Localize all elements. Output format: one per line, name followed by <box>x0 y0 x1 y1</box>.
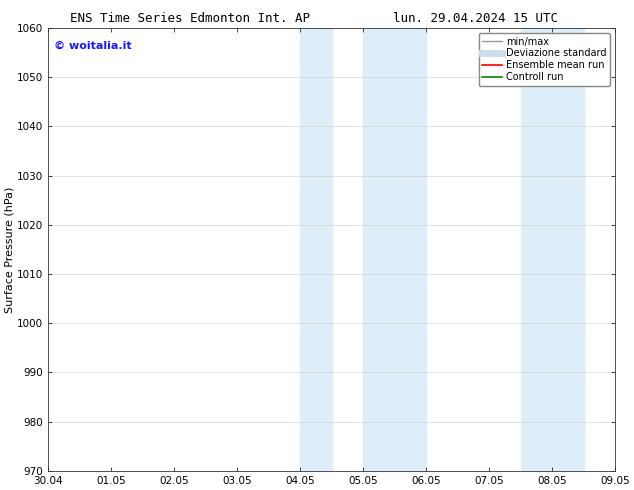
Y-axis label: Surface Pressure (hPa): Surface Pressure (hPa) <box>4 186 14 313</box>
Bar <box>521 28 583 471</box>
Bar <box>363 28 426 471</box>
Legend: min/max, Deviazione standard, Ensemble mean run, Controll run: min/max, Deviazione standard, Ensemble m… <box>479 33 610 86</box>
Text: lun. 29.04.2024 15 UTC: lun. 29.04.2024 15 UTC <box>393 12 558 25</box>
Text: © woitalia.it: © woitalia.it <box>54 41 131 51</box>
Bar <box>300 28 332 471</box>
Text: ENS Time Series Edmonton Int. AP: ENS Time Series Edmonton Int. AP <box>70 12 310 25</box>
